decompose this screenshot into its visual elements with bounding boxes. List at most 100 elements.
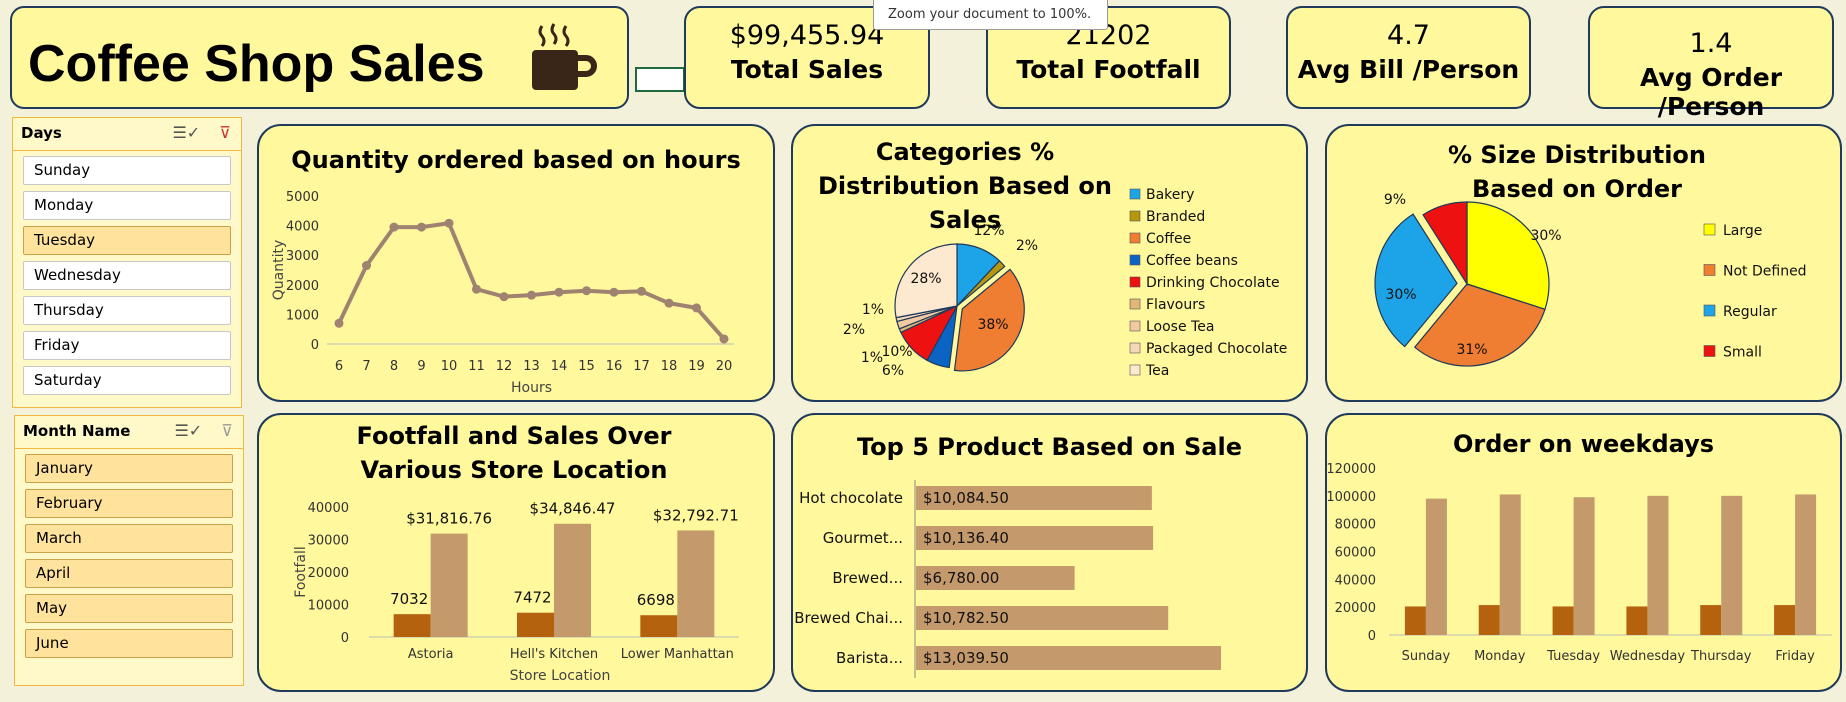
bar bbox=[677, 530, 715, 637]
data-point bbox=[362, 261, 371, 271]
kpi-total-footfall: 21202 Total Footfall bbox=[986, 6, 1231, 109]
data-point bbox=[692, 303, 701, 313]
legend-swatch bbox=[1703, 304, 1716, 317]
y-axis-title: Footfall bbox=[293, 546, 309, 597]
pie-chart-sizes: 30% 31% 30% 9% Large Not Defined Regular Small bbox=[1374, 192, 1807, 367]
legend-swatch bbox=[1129, 276, 1141, 288]
bar bbox=[640, 615, 678, 637]
legend-label: Flavours bbox=[1146, 297, 1205, 313]
day-slicer-item-friday[interactable]: Friday bbox=[23, 331, 231, 360]
month-slicer-item-june[interactable]: June bbox=[25, 629, 233, 658]
zoom-tooltip: Zoom your document to 100%. bbox=[873, 0, 1108, 30]
bar-data-label: $13,039.50 bbox=[923, 649, 1009, 667]
kpi-label: Total Sales bbox=[730, 55, 884, 84]
multi-select-icon[interactable]: ☰✓ bbox=[174, 421, 203, 440]
pie-data-label: 30% bbox=[1385, 287, 1416, 303]
line-series bbox=[337, 221, 726, 341]
legend-label: Not Defined bbox=[1723, 264, 1807, 280]
dashboard-title: Coffee Shop Sales bbox=[28, 35, 485, 93]
multi-select-icon[interactable]: ☰✓ bbox=[172, 123, 201, 142]
x-tick-label: 9 bbox=[417, 359, 425, 374]
pie-data-label: 1% bbox=[862, 302, 884, 318]
pie-slice bbox=[1374, 213, 1458, 348]
bar bbox=[1425, 498, 1447, 635]
bar bbox=[1774, 605, 1796, 635]
day-slicer-item-saturday[interactable]: Saturday bbox=[23, 366, 231, 395]
legend-swatch bbox=[1129, 298, 1141, 310]
month-slicer-item-january[interactable]: January bbox=[25, 454, 233, 483]
y-tick-label: Brewed Chai... bbox=[794, 609, 903, 627]
data-point bbox=[527, 290, 536, 300]
bar-data-label: $10,782.50 bbox=[923, 609, 1009, 627]
x-tick-label: 7 bbox=[362, 359, 370, 374]
legend-label: Tea bbox=[1145, 363, 1169, 379]
chart-title: Categories % Distribution Based on Sales bbox=[817, 138, 1113, 234]
y-tick-label: 60000 bbox=[1335, 546, 1376, 561]
clear-filter-icon[interactable]: ⊽ bbox=[221, 421, 233, 440]
data-point bbox=[417, 222, 426, 232]
pie-data-label: 6% bbox=[882, 363, 904, 379]
pie-data-label: 12% bbox=[973, 223, 1004, 239]
month-slicer-item-april[interactable]: April bbox=[25, 559, 233, 588]
pie-slice bbox=[894, 243, 958, 319]
month-slicer-item-february[interactable]: February bbox=[25, 489, 233, 518]
bar bbox=[554, 523, 591, 637]
pie-data-label: 31% bbox=[1456, 342, 1487, 358]
x-axis-title: Store Location bbox=[510, 668, 611, 684]
pie-data-label: 2% bbox=[843, 322, 865, 338]
x-tick-label: 8 bbox=[390, 359, 398, 374]
bar bbox=[1700, 605, 1722, 635]
legend-swatch bbox=[1129, 210, 1141, 222]
slicer-header: Days bbox=[21, 124, 62, 142]
data-point bbox=[334, 318, 344, 328]
day-slicer-item-thursday[interactable]: Thursday bbox=[23, 296, 231, 325]
bar bbox=[916, 566, 1075, 590]
bar bbox=[393, 614, 431, 637]
day-slicer-item-tuesday[interactable]: Tuesday bbox=[23, 226, 231, 255]
clear-filter-icon[interactable]: ⊽ bbox=[219, 123, 231, 142]
y-tick-label: 1000 bbox=[286, 308, 319, 323]
y-tick-label: 30000 bbox=[308, 534, 349, 549]
pie-slice bbox=[1466, 201, 1550, 311]
pie-data-label: 38% bbox=[977, 317, 1008, 333]
y-tick-label: 2000 bbox=[286, 279, 319, 294]
chart-title: % Size Distribution Based on Order bbox=[1447, 141, 1707, 203]
bar-chart-top5: Hot chocolate $10,084.50 Gourmet... $10,136… bbox=[794, 480, 1221, 678]
day-slicer-item-monday[interactable]: Monday bbox=[23, 191, 231, 220]
kpi-avg-order: 1.4 Avg Order /Person bbox=[1588, 6, 1834, 121]
legend-label: Drinking Chocolate bbox=[1146, 275, 1280, 291]
y-tick-label: Barista... bbox=[836, 649, 903, 667]
pie-data-label: 30% bbox=[1530, 228, 1561, 244]
pie-data-label: 2% bbox=[1016, 238, 1038, 254]
pie-slice bbox=[953, 268, 1025, 372]
panel-stores: Footfall and Sales Over Various Store Lo… bbox=[257, 413, 775, 692]
x-tick-label: Wednesday bbox=[1610, 649, 1686, 664]
bar bbox=[916, 646, 1221, 670]
x-tick-label: Friday bbox=[1775, 649, 1815, 664]
coffee-cup-icon bbox=[532, 23, 597, 90]
day-slicer-item-wednesday[interactable]: Wednesday bbox=[23, 261, 231, 290]
x-axis-title: Hours bbox=[511, 380, 552, 396]
pie-data-label: 28% bbox=[910, 271, 941, 287]
x-tick-label: Lower Manhattan bbox=[621, 647, 734, 662]
day-slicer-item-sunday[interactable]: Sunday bbox=[23, 156, 231, 185]
panel-weekdays: Order on weekdays 0 20000 40000 60000 80000 1… bbox=[1325, 413, 1842, 692]
kpi-value: $99,455.94 bbox=[729, 20, 885, 51]
x-tick-label: 11 bbox=[468, 359, 485, 374]
legend-label: Regular bbox=[1723, 304, 1777, 320]
legend-label: Coffee beans bbox=[1146, 253, 1238, 269]
x-tick-label: Hell's Kitchen bbox=[510, 647, 598, 662]
legend-label: Loose Tea bbox=[1146, 319, 1214, 335]
month-slicer-item-may[interactable]: May bbox=[25, 594, 233, 623]
y-tick-label: 100000 bbox=[1327, 490, 1376, 505]
legend-swatch bbox=[1129, 342, 1141, 354]
legend-label: Large bbox=[1723, 223, 1762, 239]
month-slicer-item-march[interactable]: March bbox=[25, 524, 233, 553]
bar bbox=[1721, 495, 1743, 635]
data-point bbox=[499, 292, 509, 302]
legend-swatch bbox=[1129, 188, 1141, 200]
bar-chart-stores: 0 10000 20000 30000 40000 Footfall Store Locat… bbox=[293, 500, 739, 684]
bar bbox=[430, 533, 468, 637]
y-axis-title: Quantity bbox=[271, 240, 287, 301]
bar bbox=[916, 486, 1152, 510]
